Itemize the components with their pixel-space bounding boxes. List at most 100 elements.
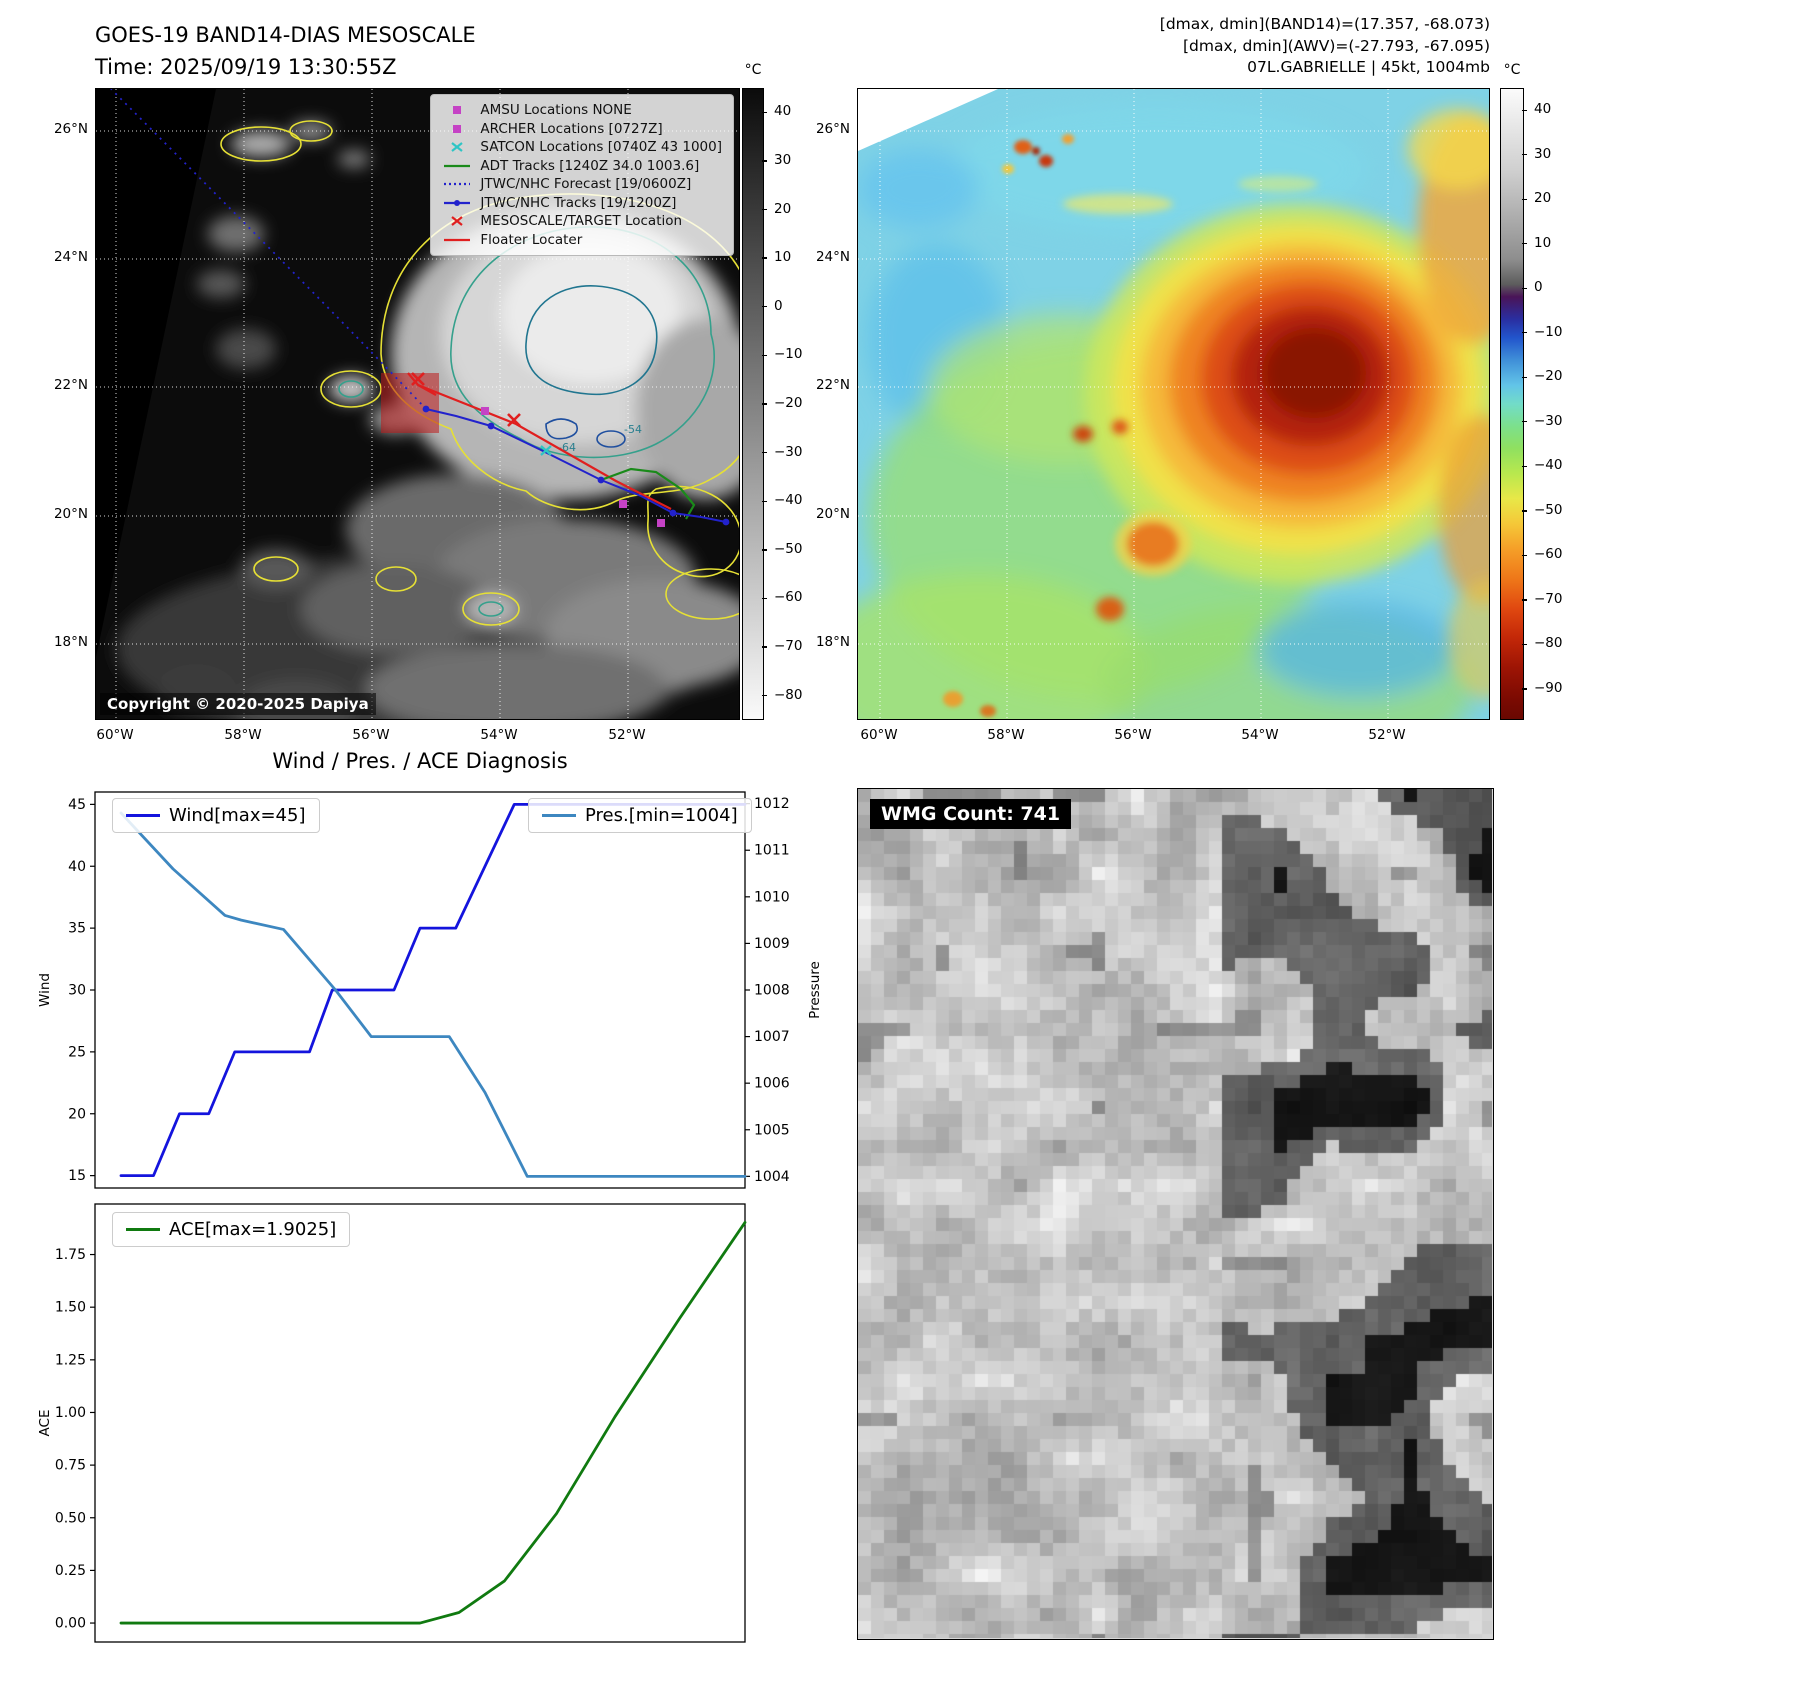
awv-lat-label: 18°N xyxy=(815,634,850,650)
colorbar-tick-label: 30 xyxy=(774,151,792,168)
axis-tick-label: 1005 xyxy=(754,1122,790,1138)
floater-locater-hook xyxy=(407,372,437,396)
contour-label-54: -54 xyxy=(624,423,642,436)
awv-temperature-field xyxy=(858,104,1489,719)
legend-item: ARCHER Locations [0727Z] xyxy=(442,121,722,137)
jtwc-forecast-line xyxy=(110,89,427,410)
band14-map: -64 -54 AMSU Locations NONE ARCHER Locati… xyxy=(95,88,740,720)
awv-colorbar-unit: °C xyxy=(1503,62,1521,78)
awv-colorbar-ticks: 40 30 20 10 0 −10 −20 −30 −40 −50 −60 −70 −80 −90 xyxy=(1522,88,1572,720)
band14-colorbar-ticks: 40 30 20 10 0 −10 −20 −30 −40 −50 −60 −70 −80 xyxy=(762,88,812,720)
colorbar-tick-label: −20 xyxy=(1534,368,1563,385)
legend-item-label: JTWC/NHC Forecast [19/0600Z] xyxy=(480,176,692,192)
line-symbol-icon xyxy=(444,164,471,167)
x-symbol-icon xyxy=(451,216,464,226)
legend-item: JTWC/NHC Forecast [19/0600Z] xyxy=(442,176,722,192)
colorbar-tick-mark xyxy=(762,111,767,113)
colorbar-tick-mark xyxy=(1522,109,1527,111)
axis-title: Wind xyxy=(37,973,53,1007)
plot-frame xyxy=(94,1203,746,1643)
colorbar-tick-mark xyxy=(1522,376,1527,378)
axis-tick-label: 1004 xyxy=(754,1169,790,1185)
axis-tick-label: 1.00 xyxy=(55,1405,86,1421)
band14-colorbar xyxy=(742,88,764,720)
legend-item-label: Floater Locater xyxy=(480,231,583,248)
wind-legend-swatch xyxy=(126,814,160,817)
legend-item-label: SATCON Locations [0740Z 43 1000] xyxy=(480,139,722,155)
diagnosis-title: Wind / Pres. / ACE Diagnosis xyxy=(272,749,568,773)
colorbar-tick-label: 0 xyxy=(774,297,783,314)
colorbar-tick-mark xyxy=(1522,554,1527,556)
cloud-field xyxy=(116,122,739,719)
info-line-awv: [dmax, dmin](AWV)=(-27.793, -67.095) xyxy=(1183,36,1490,55)
axis-tick-label: 20 xyxy=(68,1106,86,1122)
awv-lon-label: 52°W xyxy=(1368,727,1406,743)
colorbar-tick-label: −60 xyxy=(774,589,803,606)
colorbar-tick-label: −20 xyxy=(774,395,803,411)
colorbar-tick-mark xyxy=(762,160,767,162)
wind-pressure-chart: 15 20 25 30 35 40 45 Wind 1004 1005 1006 1007 1008 10… xyxy=(37,791,823,1189)
pressure-legend-label: Pres.[min=1004] xyxy=(585,805,738,826)
axis-tick-label: 40 xyxy=(68,859,86,875)
axis-tick-label: 1008 xyxy=(754,983,790,999)
colorbar-tick-mark xyxy=(1522,198,1527,200)
band14-lon-label: 54°W xyxy=(480,727,518,743)
series-line xyxy=(119,811,747,1178)
colorbar-tick-mark xyxy=(762,306,767,308)
legend-item: Floater Locater xyxy=(442,232,722,248)
legend-item: ADT Tracks [1240Z 34.0 1003.6] xyxy=(442,158,722,174)
colorbar-tick-mark xyxy=(1522,599,1527,601)
band14-lat-label: 24°N xyxy=(53,249,88,265)
colorbar-tick-label: −90 xyxy=(1534,679,1563,696)
axis-tick-label: 15 xyxy=(68,1168,86,1184)
wmg-image xyxy=(858,789,1492,1638)
series-line xyxy=(119,1221,747,1625)
band14-lat-label: 18°N xyxy=(53,634,88,650)
colorbar-tick-label: −10 xyxy=(1534,323,1563,340)
axis-tick-label: 1.50 xyxy=(55,1300,86,1316)
wmg-count-label: WMG Count: 741 xyxy=(870,799,1072,829)
colorbar-tick-label: 10 xyxy=(1534,234,1552,251)
band14-title: GOES-19 BAND14-DIAS MESOSCALE xyxy=(95,23,476,47)
axis-title: ACE xyxy=(37,1410,53,1437)
awv-colorbar xyxy=(1500,88,1524,720)
colorbar-tick-mark xyxy=(762,403,767,405)
ace-legend: ACE[max=1.9025] xyxy=(112,1212,351,1247)
colorbar-tick-label: −70 xyxy=(1534,590,1563,607)
legend-item-label: ARCHER Locations [0727Z] xyxy=(480,120,663,137)
awv-lon-label: 56°W xyxy=(1114,727,1152,743)
axis-tick-label: 1011 xyxy=(754,843,790,859)
wind-legend: Wind[max=45] xyxy=(112,798,320,833)
awv-satellite-image xyxy=(858,89,1489,719)
axis-tick-label: 30 xyxy=(68,983,86,999)
x-symbol-icon xyxy=(451,142,464,152)
wind-legend-label: Wind[max=45] xyxy=(169,805,306,826)
axis-tick-label: 45 xyxy=(68,797,86,813)
archer-location-markers xyxy=(481,407,665,527)
colorbar-tick-mark xyxy=(762,208,767,211)
colorbar-tick-mark xyxy=(1522,421,1527,423)
plot-frame xyxy=(94,791,746,1189)
line-symbol-icon xyxy=(444,238,471,241)
colorbar-tick-mark xyxy=(762,500,767,502)
colorbar-tick-mark xyxy=(1522,243,1527,245)
legend-item: JTWC/NHC Tracks [19/1200Z] xyxy=(442,195,722,211)
band14-title-block: GOES-19 BAND14-DIAS MESOSCALE Time: 2025… xyxy=(95,20,476,83)
colorbar-tick-label: 40 xyxy=(774,103,792,120)
axis-tick-label: 1006 xyxy=(754,1076,790,1092)
info-line-band14: [dmax, dmin](BAND14)=(17.357, -68.073) xyxy=(1159,15,1490,33)
map-gridlines xyxy=(96,89,739,719)
jtwc-track-points xyxy=(422,405,730,526)
legend-item: AMSU Locations NONE xyxy=(442,102,722,118)
colorbar-tick-label: 10 xyxy=(774,249,792,266)
legend-item: SATCON Locations [0740Z 43 1000] xyxy=(442,139,722,155)
axis-tick-label: 25 xyxy=(68,1044,86,1060)
pressure-legend-swatch xyxy=(542,814,576,817)
colorbar-tick-label: −80 xyxy=(774,686,803,703)
axis-tick-label: 1007 xyxy=(754,1029,790,1045)
line-dotted-symbol-icon xyxy=(444,182,471,186)
colorbar-tick-label: −50 xyxy=(1534,501,1563,518)
axis-tick-label: 1012 xyxy=(754,796,790,812)
band14-lon-label: 58°W xyxy=(224,727,262,743)
awv-lon-label: 60°W xyxy=(860,727,898,743)
